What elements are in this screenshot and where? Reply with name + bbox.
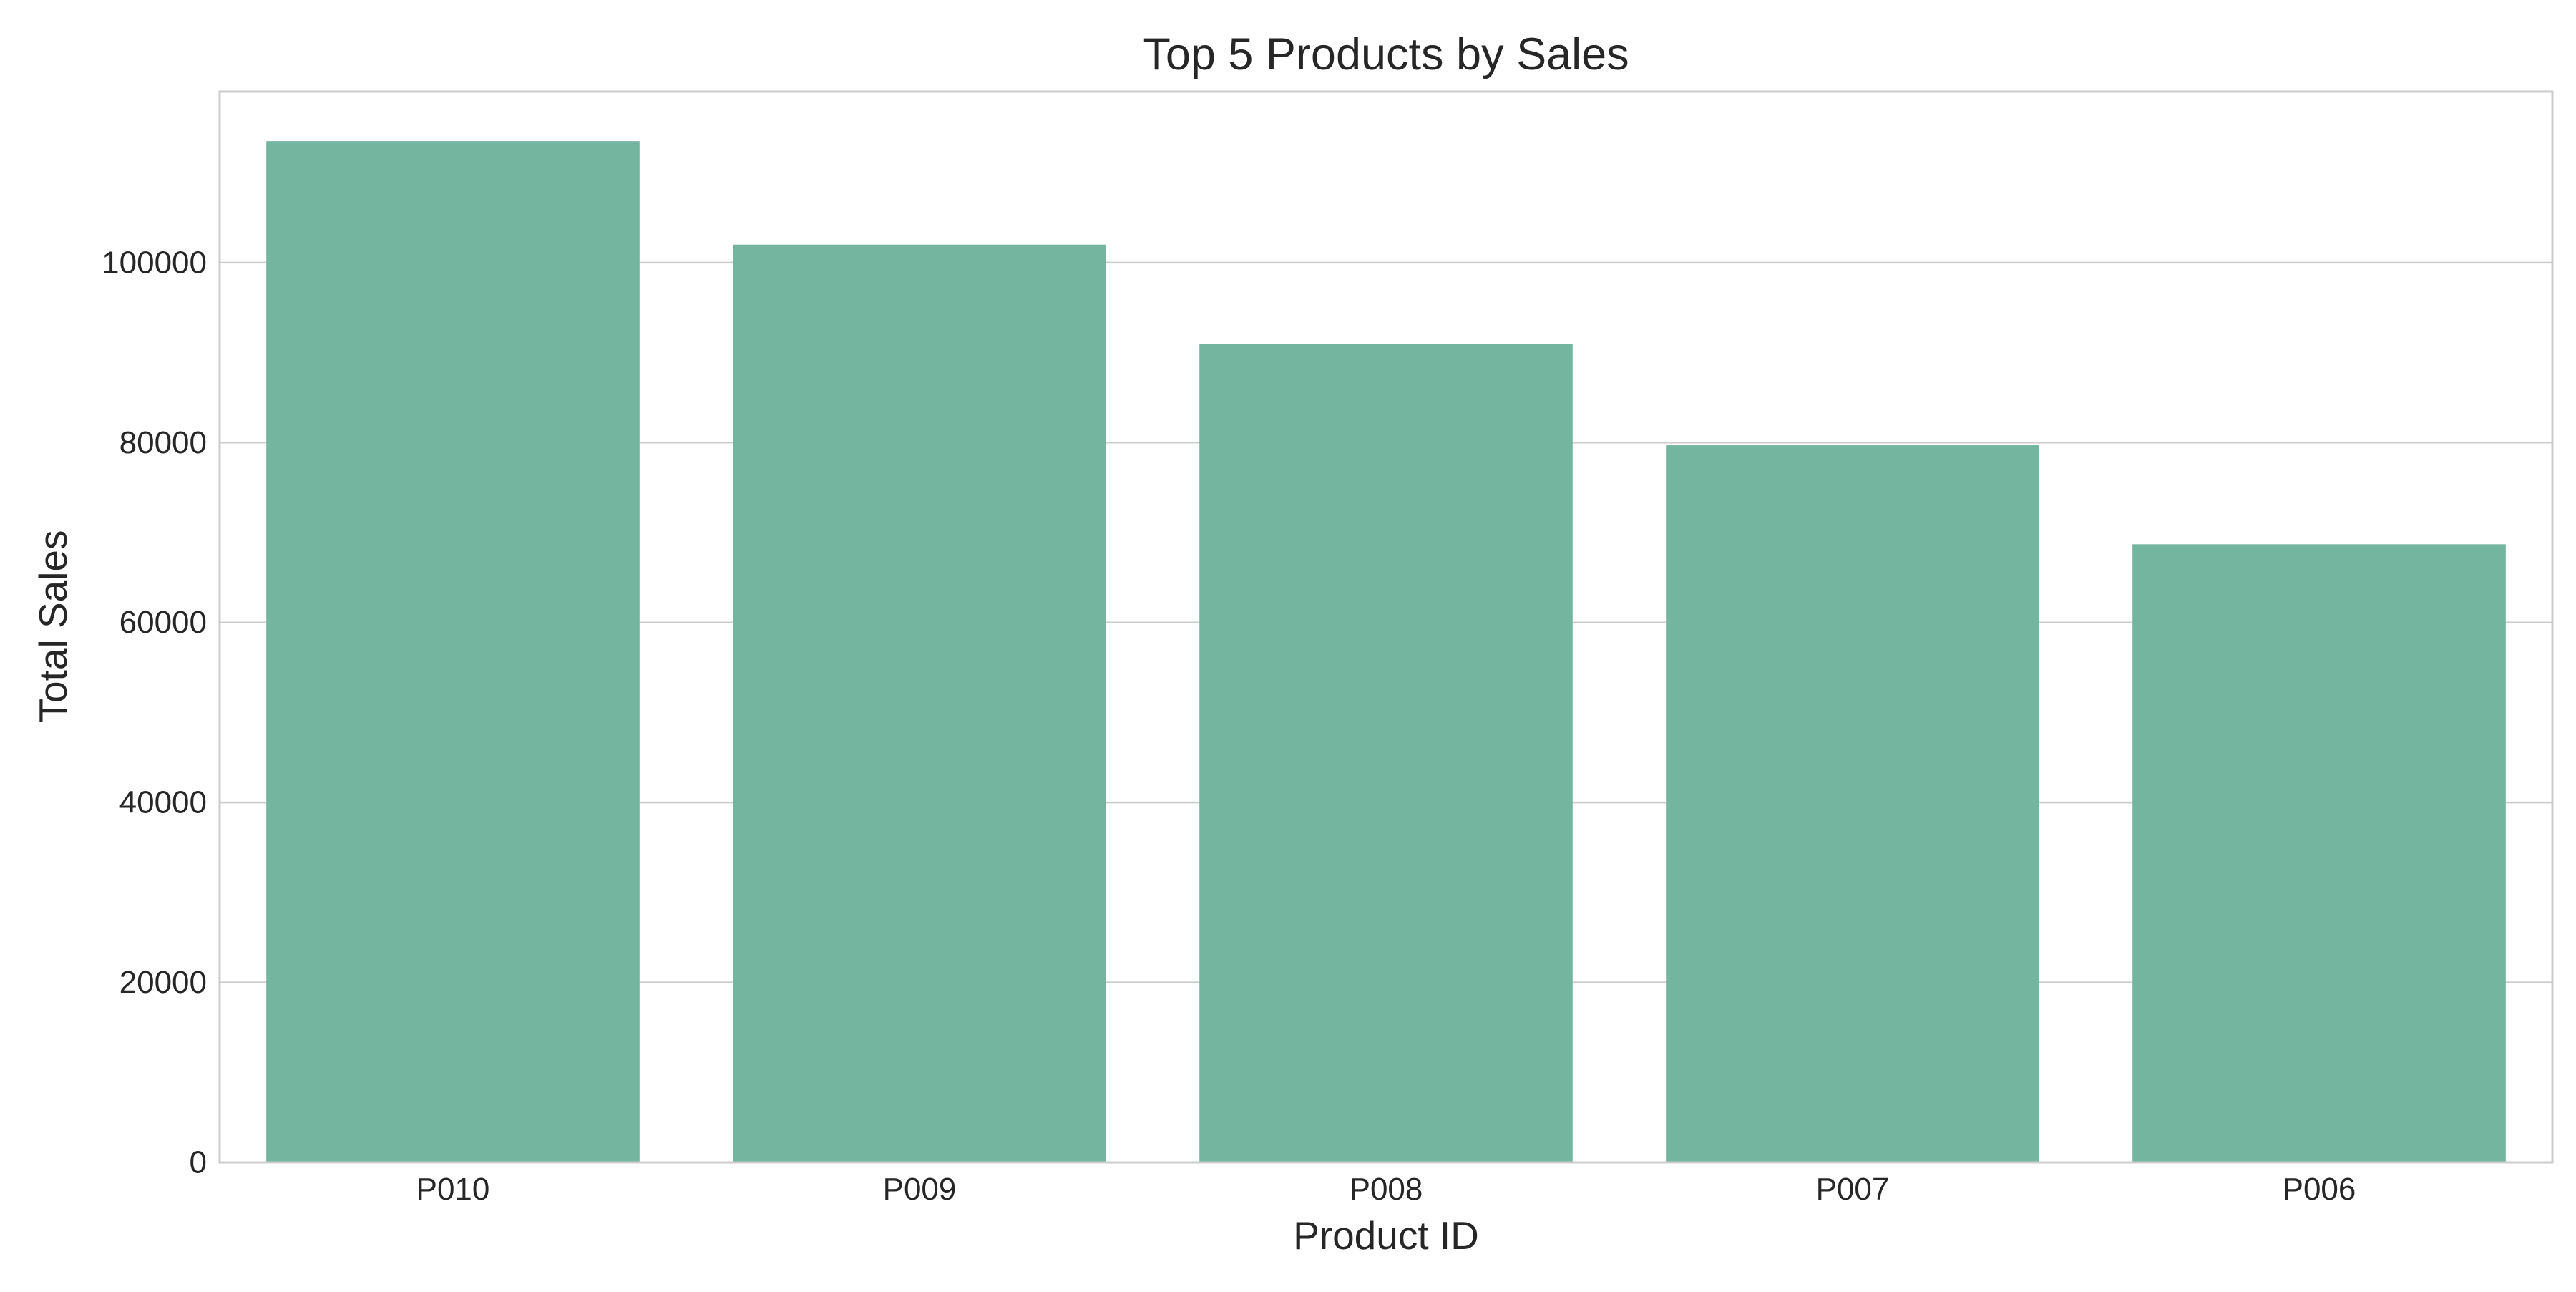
x-axis-label: Product ID xyxy=(1293,1213,1479,1258)
y-axis-ticks: 0 20000 40000 60000 80000 100000 xyxy=(102,245,207,1180)
chart-title: Top 5 Products by Sales xyxy=(1143,29,1629,79)
x-tick-label: P006 xyxy=(2283,1172,2356,1207)
x-tick-label: P009 xyxy=(883,1172,957,1207)
y-axis-label: Total Sales xyxy=(31,530,75,722)
y-tick-label: 100000 xyxy=(102,245,207,280)
bar-p007 xyxy=(1666,445,2039,1162)
y-tick-label: 20000 xyxy=(119,965,207,1000)
y-tick-label: 80000 xyxy=(119,425,207,460)
x-axis-ticks: P010 P009 P008 P007 P006 xyxy=(416,1172,2356,1207)
y-tick-label: 40000 xyxy=(119,785,207,820)
y-tick-label: 0 xyxy=(190,1145,207,1180)
plot-frame xyxy=(218,90,2554,1164)
y-tick-label: 60000 xyxy=(119,605,207,640)
bar-p006 xyxy=(2132,544,2506,1162)
x-tick-label: P008 xyxy=(1350,1172,1423,1207)
x-tick-label: P007 xyxy=(1816,1172,1890,1207)
bar-p009 xyxy=(733,244,1106,1162)
bars xyxy=(266,141,2506,1163)
x-tick-label: P010 xyxy=(416,1172,490,1207)
bar-p008 xyxy=(1199,344,1573,1162)
bar-p010 xyxy=(266,141,640,1163)
